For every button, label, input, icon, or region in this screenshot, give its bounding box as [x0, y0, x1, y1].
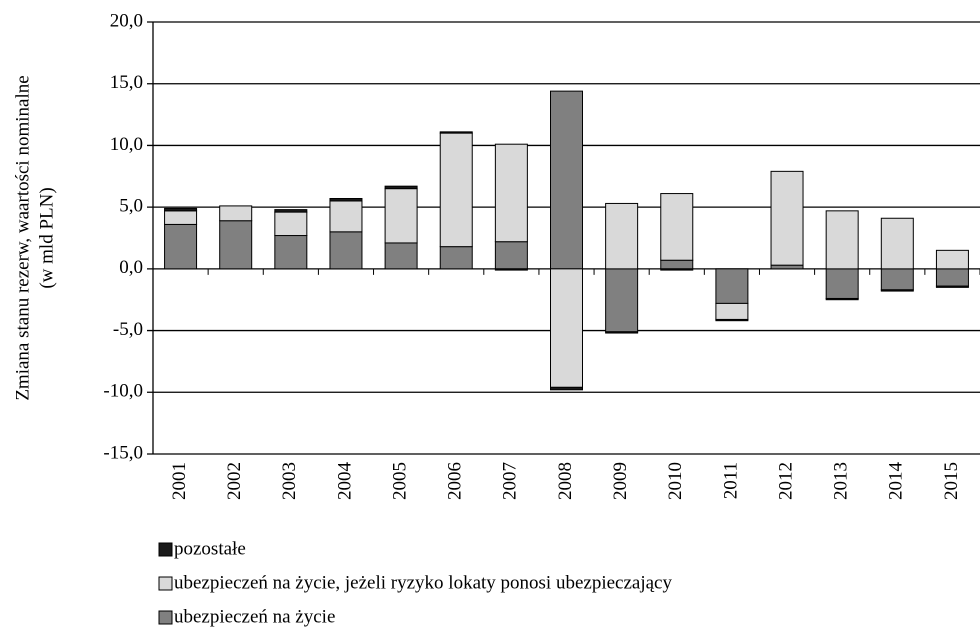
legend-label: pozostałe: [174, 538, 246, 559]
bar-segment: [715, 318, 749, 322]
bar-segment: [770, 264, 804, 270]
bar-segment: [935, 268, 969, 287]
bar-segment: [164, 210, 198, 225]
legend-swatch: [158, 576, 173, 591]
x-tick-label: 2008: [555, 462, 576, 500]
y-tick-label: -10,0: [103, 381, 143, 402]
x-tick-label: 2005: [389, 462, 410, 500]
bar-segment: [384, 242, 418, 270]
bar-segment: [605, 268, 639, 333]
y-tick-label: -15,0: [103, 442, 143, 463]
bar-segment: [164, 207, 198, 212]
y-tick-label: -5,0: [113, 319, 143, 340]
bar-segment: [605, 202, 639, 270]
x-tick-label: 2006: [445, 462, 466, 500]
bar-segment: [164, 223, 198, 270]
bar-segment: [880, 289, 914, 292]
y-tick-label: 10,0: [110, 134, 143, 155]
bar-segment: [329, 200, 363, 233]
x-tick-label: 2012: [775, 462, 796, 500]
bar-segment: [770, 170, 804, 266]
bar-segment: [550, 268, 583, 388]
legend-swatch: [158, 610, 173, 625]
bar-segment: [219, 205, 253, 222]
bar-segment: [660, 193, 694, 261]
bar-segment: [219, 220, 253, 270]
y-tick-label: 0,0: [119, 257, 143, 278]
bar-segment: [329, 231, 363, 270]
bar-segment: [494, 268, 528, 271]
bar-segment: [605, 331, 639, 334]
bar-segment: [825, 297, 859, 301]
bar-segment: [550, 90, 583, 270]
legend-label: ubezpieczeń na życie, jeżeli ryzyko loka…: [174, 572, 672, 593]
bar-segment: [274, 211, 308, 237]
bar-segment: [935, 249, 969, 270]
bar-segment: [494, 143, 528, 243]
x-tick-label: 2002: [224, 462, 245, 500]
bar-segment: [329, 198, 363, 202]
x-tick-label: 2004: [334, 462, 355, 501]
bar-segment: [384, 185, 418, 190]
bar-segment: [439, 246, 473, 270]
x-tick-label: 2013: [831, 462, 852, 500]
y-axis-label: Zmiana stanu rezerw, waartości nominalne: [12, 75, 33, 400]
x-tick-label: 2007: [500, 462, 521, 500]
y-axis-label: (w mld PLN): [36, 187, 57, 288]
x-tick-label: 2003: [279, 462, 300, 500]
bar-segment: [660, 268, 694, 271]
legend-swatch: [158, 542, 173, 557]
x-tick-label: 2001: [169, 462, 190, 500]
bar-segment: [660, 259, 694, 270]
bar-segment: [384, 188, 418, 244]
bar-segment: [274, 235, 308, 270]
x-tick-label: 2014: [886, 462, 907, 501]
x-tick-label: 2015: [941, 462, 962, 500]
y-tick-label: 20,0: [110, 10, 143, 31]
bar-segment: [935, 285, 969, 288]
bar-segment: [274, 209, 308, 213]
y-tick-label: 15,0: [110, 72, 143, 93]
bar-segment: [880, 217, 914, 270]
bar-segment: [825, 268, 859, 299]
bar-segment: [880, 268, 914, 291]
bar-segment: [439, 131, 473, 134]
bar-segment: [715, 268, 749, 304]
x-tick-label: 2010: [665, 462, 686, 500]
bar-segment: [715, 302, 749, 320]
legend-label: ubezpieczeń na życie: [174, 606, 335, 627]
bar-segment: [550, 386, 583, 391]
bar-segment: [825, 210, 859, 270]
x-tick-label: 2009: [610, 462, 631, 500]
bar-segment: [494, 241, 528, 270]
y-tick-label: 5,0: [119, 196, 143, 217]
x-tick-label: 2011: [720, 462, 741, 499]
bar-segment: [439, 132, 473, 248]
